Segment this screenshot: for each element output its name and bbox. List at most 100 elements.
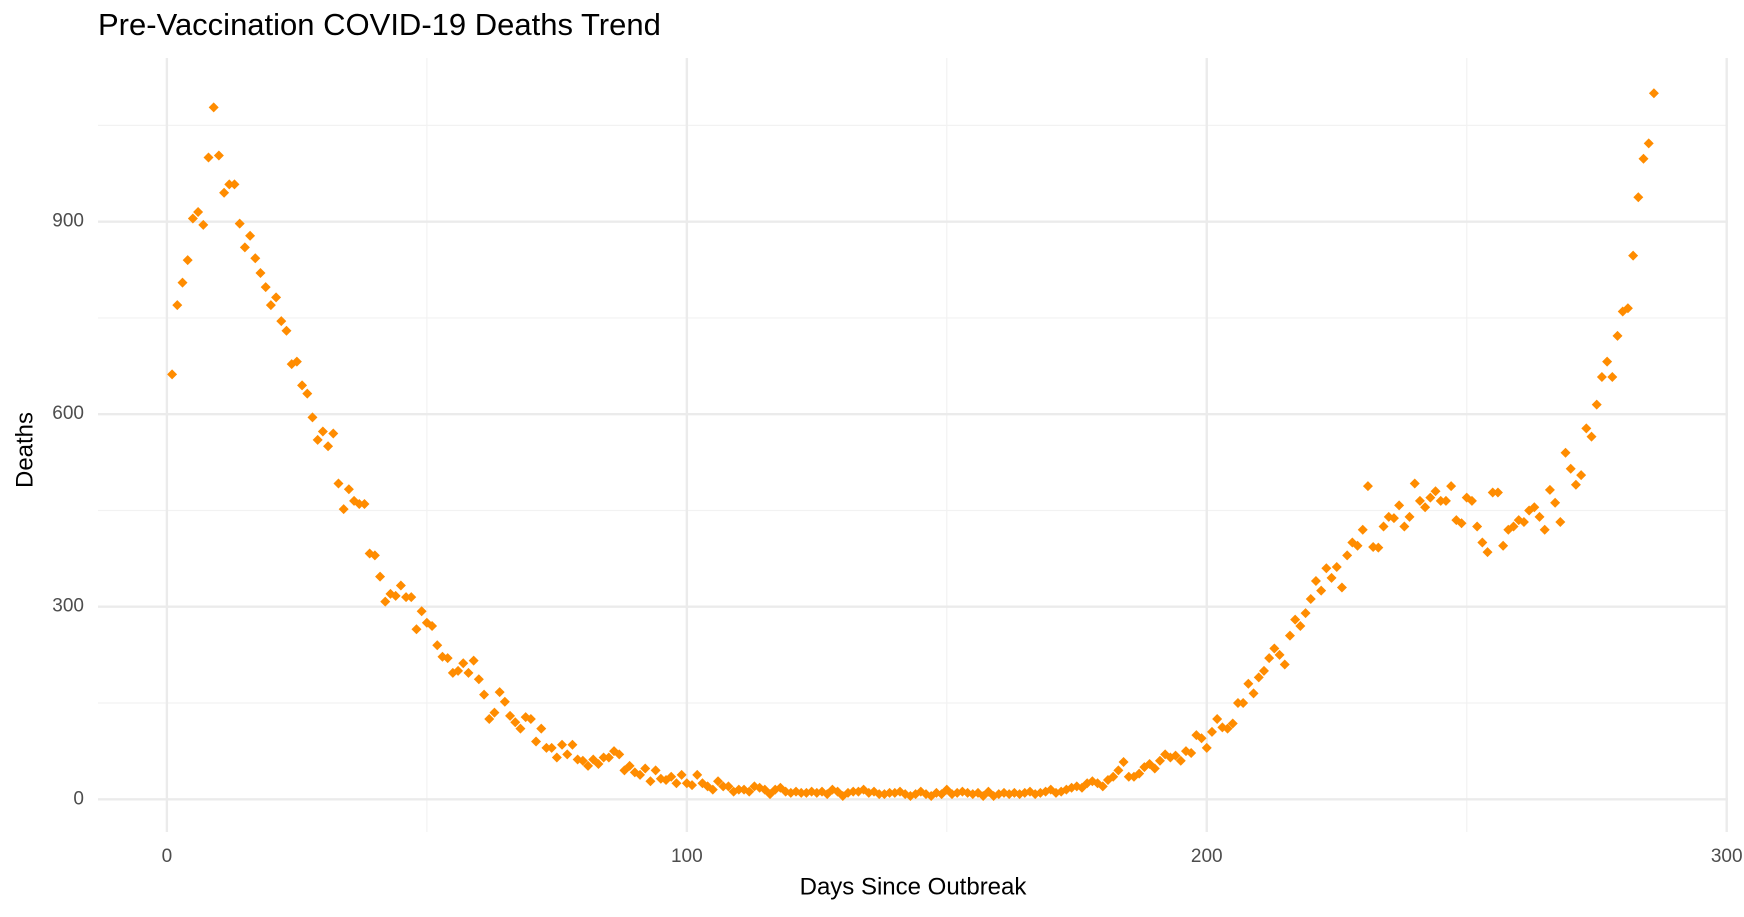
point <box>1258 665 1269 676</box>
chart-title: Pre-Vaccination COVID-19 Deaths Trend <box>98 7 661 42</box>
point <box>650 765 661 776</box>
point <box>1362 481 1373 492</box>
point <box>499 696 510 707</box>
point <box>271 292 282 303</box>
y-axis-title: Deaths <box>11 412 38 488</box>
point <box>1596 371 1607 382</box>
point <box>1534 511 1545 522</box>
point <box>224 179 235 190</box>
point <box>1331 561 1342 572</box>
point <box>1487 487 1498 498</box>
point <box>411 624 422 635</box>
point <box>1295 620 1306 631</box>
point <box>1232 698 1243 708</box>
point <box>182 255 193 266</box>
point <box>1269 643 1280 654</box>
point <box>635 769 646 780</box>
point <box>1326 572 1337 583</box>
point <box>167 369 178 380</box>
x-tick-label: 100 <box>671 846 703 867</box>
point <box>848 786 859 797</box>
point <box>489 707 500 718</box>
point <box>1550 497 1561 508</box>
y-tick-label: 0 <box>73 788 84 809</box>
point <box>1321 563 1332 574</box>
point <box>1622 303 1633 314</box>
point <box>432 640 443 651</box>
y-tick-label: 900 <box>52 211 84 232</box>
point <box>1248 688 1259 699</box>
point <box>546 742 557 753</box>
point <box>1643 138 1654 149</box>
point <box>1435 495 1446 506</box>
point <box>640 763 651 774</box>
point <box>666 771 677 782</box>
point <box>1310 576 1321 587</box>
point <box>1201 742 1212 753</box>
point <box>245 230 256 241</box>
point <box>583 760 594 771</box>
point <box>557 739 568 750</box>
point <box>1274 649 1285 660</box>
point <box>687 780 698 791</box>
point <box>541 742 552 753</box>
point <box>1149 763 1160 774</box>
point <box>1134 768 1145 779</box>
point <box>1227 718 1238 729</box>
point <box>255 268 266 278</box>
point <box>1357 524 1368 535</box>
point <box>505 710 516 721</box>
point <box>276 316 287 327</box>
point <box>1123 771 1134 782</box>
point <box>884 787 895 798</box>
point <box>1602 356 1613 367</box>
point <box>744 786 755 797</box>
point <box>1628 250 1639 261</box>
point <box>1097 781 1108 792</box>
point <box>312 434 323 445</box>
point <box>1290 614 1301 625</box>
y-tick-label: 600 <box>52 403 84 424</box>
point <box>338 504 349 515</box>
point <box>551 752 562 763</box>
point <box>1425 492 1436 503</box>
point <box>494 687 505 698</box>
point <box>707 784 718 795</box>
point <box>1446 481 1457 492</box>
point <box>359 499 370 510</box>
point <box>302 388 313 399</box>
point <box>297 380 308 391</box>
point <box>1492 487 1503 498</box>
point <box>390 590 401 601</box>
point <box>328 428 339 439</box>
point <box>1648 88 1659 99</box>
point <box>692 769 703 780</box>
point <box>442 653 453 664</box>
point <box>453 665 464 676</box>
point <box>1243 678 1254 689</box>
point <box>567 739 578 750</box>
point <box>614 749 625 760</box>
point <box>1409 478 1420 489</box>
point <box>187 213 198 224</box>
point <box>484 714 495 725</box>
point <box>1154 755 1165 766</box>
point <box>1633 192 1644 203</box>
point <box>1284 630 1295 641</box>
point <box>198 219 209 230</box>
point <box>193 207 204 218</box>
point <box>323 441 334 452</box>
point <box>1222 723 1233 734</box>
point <box>733 784 744 795</box>
point <box>1388 513 1399 524</box>
point <box>1430 486 1441 497</box>
point <box>1300 608 1311 619</box>
point <box>177 277 188 288</box>
point <box>1170 750 1181 761</box>
point <box>401 592 412 603</box>
point <box>375 571 386 582</box>
point <box>1336 582 1347 593</box>
point <box>468 655 479 666</box>
